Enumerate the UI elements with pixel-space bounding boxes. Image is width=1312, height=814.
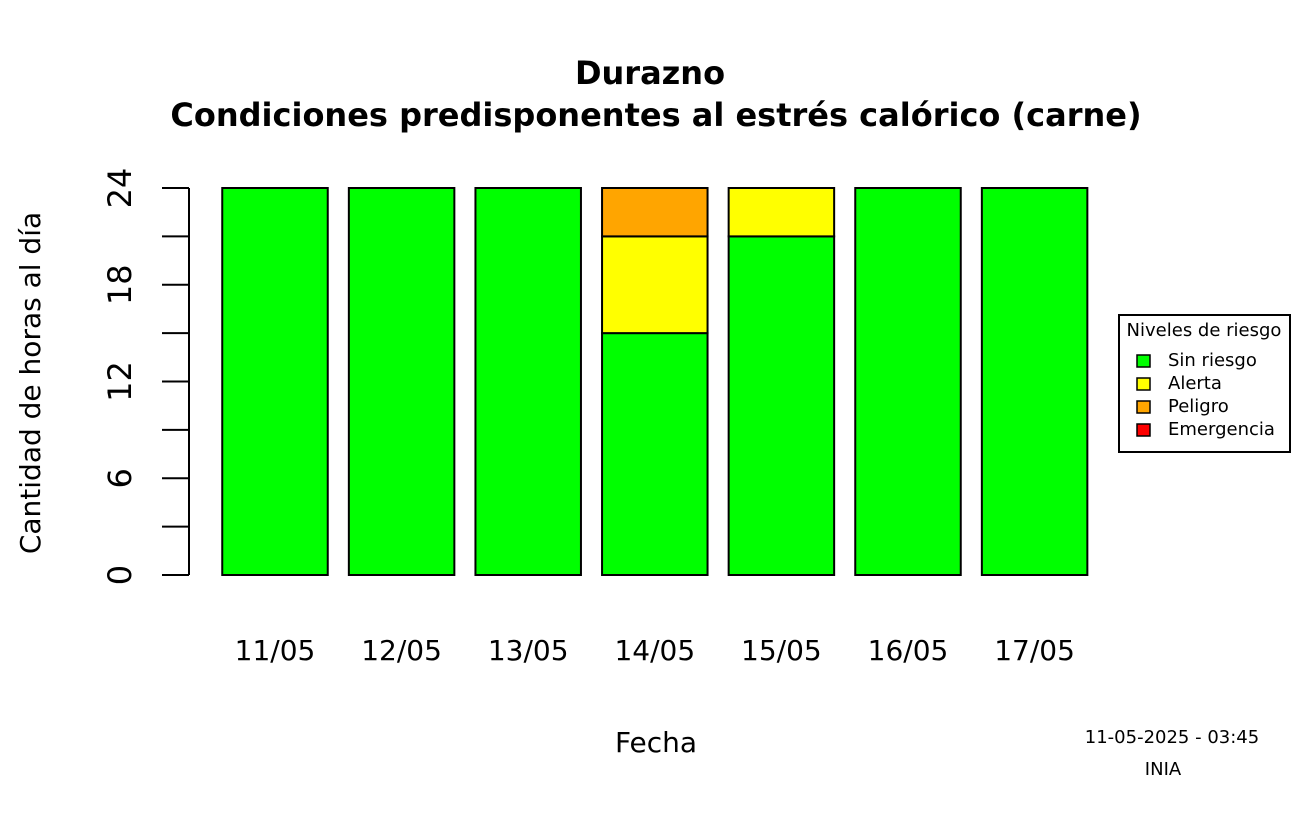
legend-swatch bbox=[1136, 354, 1151, 368]
legend-title: Niveles de riesgo bbox=[1127, 320, 1282, 341]
chart-title: Durazno bbox=[575, 54, 725, 92]
x-tick-label: 16/05 bbox=[868, 634, 949, 667]
y-tick-label: 12 bbox=[101, 361, 139, 402]
bar-segment bbox=[854, 187, 962, 576]
legend-swatch bbox=[1136, 377, 1151, 391]
x-axis-label: Fecha bbox=[615, 726, 697, 759]
y-tick-label: 18 bbox=[101, 264, 139, 305]
y-tick-label: 6 bbox=[101, 468, 139, 488]
x-tick-label: 17/05 bbox=[994, 634, 1075, 667]
bar-segment bbox=[727, 235, 836, 576]
x-tick-label: 13/05 bbox=[488, 634, 569, 667]
y-tick-label: 0 bbox=[101, 565, 139, 585]
bar-segment bbox=[601, 332, 709, 576]
bar-segment bbox=[474, 187, 582, 576]
legend-swatch bbox=[1136, 400, 1151, 414]
legend-label: Peligro bbox=[1168, 396, 1229, 417]
footer-source: INIA bbox=[1145, 759, 1182, 780]
legend-label: Emergencia bbox=[1168, 419, 1275, 440]
legend-label: Sin riesgo bbox=[1168, 350, 1257, 371]
legend-label: Alerta bbox=[1168, 373, 1222, 394]
x-tick-label: 12/05 bbox=[361, 634, 442, 667]
bar-segment bbox=[727, 187, 836, 238]
x-tick-label: 15/05 bbox=[741, 634, 822, 667]
y-axis-label: Cantidad de horas al día bbox=[14, 212, 47, 554]
x-tick-label: 11/05 bbox=[235, 634, 316, 667]
bar-segment bbox=[601, 235, 709, 335]
bar-segment bbox=[347, 187, 456, 576]
bar-segment bbox=[221, 187, 329, 576]
footer-date: 11-05-2025 - 03:45 bbox=[1085, 727, 1259, 748]
bar-segment bbox=[601, 187, 709, 238]
y-tick-label: 24 bbox=[101, 168, 139, 209]
chart-subtitle: Condiciones predisponentes al estrés cal… bbox=[170, 96, 1141, 134]
legend-swatch bbox=[1136, 423, 1151, 437]
x-tick-label: 14/05 bbox=[614, 634, 695, 667]
bar-segment bbox=[980, 187, 1089, 576]
